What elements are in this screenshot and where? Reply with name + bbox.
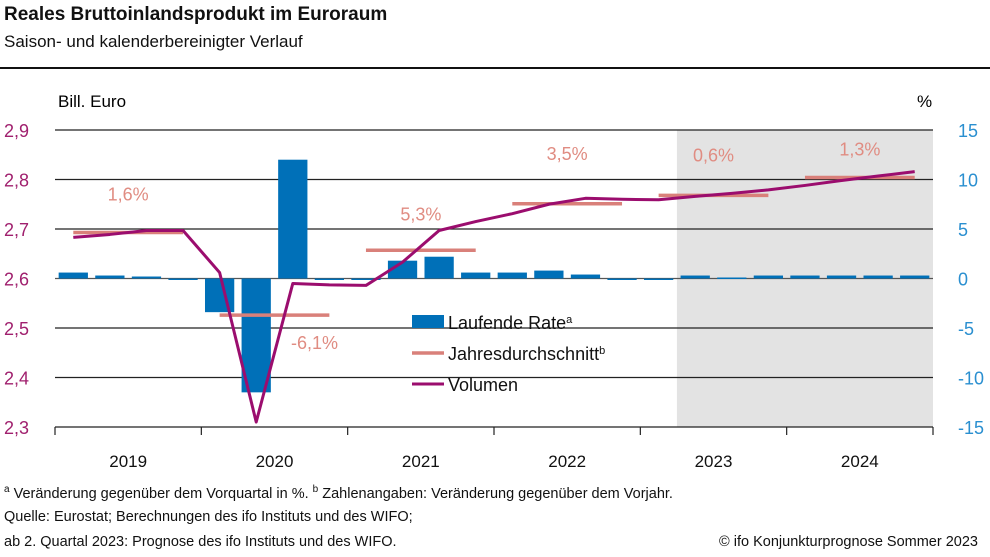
right-axis-tick-label: -15 [958, 418, 984, 438]
left-axis-tick-label: 2,7 [4, 220, 29, 240]
chart-subtitle: Saison- und kalenderbereinigter Verlauf [4, 32, 303, 51]
bar-laufende-rate [753, 275, 784, 279]
bar-laufende-rate [131, 276, 162, 279]
bar-laufende-rate [278, 159, 308, 279]
x-axis-year-label: 2024 [841, 452, 879, 471]
right-axis-tick-label: -5 [958, 319, 974, 339]
x-axis-year-label: 2022 [548, 452, 586, 471]
chart-title: Reales Bruttoinlandsprodukt im Euroraum [4, 4, 388, 25]
right-axis-tick-label: 10 [958, 171, 978, 191]
x-axis-year-label: 2019 [109, 452, 147, 471]
bar-laufende-rate [643, 278, 674, 280]
x-axis-year-label: 2020 [256, 452, 294, 471]
header-divider [0, 67, 990, 69]
legend-footnote-marker: b [599, 345, 605, 357]
right-axis-tick-label: 15 [958, 121, 978, 141]
legend-label-annual: Jahresdurchschnittb [448, 344, 605, 364]
right-axis-tick-label: 5 [958, 220, 968, 240]
x-axis-year-label: 2023 [695, 452, 733, 471]
bar-laufende-rate [497, 272, 527, 279]
footnote-b-text: Zahlenangaben: Veränderung gegenüber dem… [318, 485, 673, 502]
footnote-source: Quelle: Eurostat; Berechnungen des ifo I… [4, 509, 413, 525]
annual-growth-label: -6,1% [291, 333, 338, 353]
bar-laufende-rate [717, 277, 747, 280]
x-axis-year-label: 2021 [402, 452, 440, 471]
right-axis-tick-label: -10 [958, 369, 984, 389]
legend-footnote-marker: a [566, 314, 573, 326]
left-axis-tick-label: 2,9 [4, 121, 29, 141]
right-axis-unit-label: % [917, 92, 933, 111]
footnote-a-marker: a [4, 484, 10, 495]
bar-laufende-rate [424, 256, 454, 279]
copyright-note: © ifo Konjunkturprognose Sommer 2023 [719, 534, 978, 550]
bar-laufende-rate [570, 274, 601, 279]
bar-laufende-rate [900, 275, 930, 279]
left-axis-tick-label: 2,8 [4, 171, 29, 191]
legend-label-volume: Volumen [448, 375, 518, 395]
left-axis-tick-label: 2,6 [4, 270, 29, 290]
left-axis-tick-label: 2,3 [4, 418, 29, 438]
annual-growth-label: 3,5% [547, 144, 588, 164]
bar-laufende-rate [241, 278, 271, 393]
bar-laufende-rate [790, 275, 820, 279]
left-axis-unit-label: Bill. Euro [58, 92, 127, 111]
left-axis-tick-label: 2,4 [4, 369, 29, 389]
legend-swatch-bars [412, 315, 444, 328]
bar-laufende-rate [826, 275, 857, 279]
footnote-line-1: a Veränderung gegenüber dem Vorquartal i… [4, 484, 673, 502]
bar-laufende-rate [351, 278, 381, 280]
footnote-b-marker: b [312, 484, 319, 495]
bar-laufende-rate [204, 278, 235, 313]
bar-laufende-rate [680, 275, 710, 279]
annual-growth-label: 1,6% [108, 184, 149, 204]
right-axis-tick-label: 0 [958, 270, 968, 290]
bar-laufende-rate [607, 278, 637, 280]
bar-laufende-rate [314, 278, 345, 280]
bar-laufende-rate [95, 275, 125, 279]
bar-laufende-rate [863, 275, 893, 279]
bar-laufende-rate [461, 272, 491, 279]
legend-label-bars: Laufende Ratea [448, 313, 573, 333]
annual-growth-label: 0,6% [693, 145, 734, 165]
bar-laufende-rate [534, 270, 564, 279]
left-axis-tick-label: 2,5 [4, 319, 29, 339]
footnote-a-text: Veränderung gegenüber dem Vorquartal in … [9, 485, 313, 502]
bar-laufende-rate [168, 278, 198, 280]
bar-laufende-rate [58, 272, 88, 279]
volume-line [73, 170, 915, 424]
footnote-forecast: ab 2. Quartal 2023: Prognose des ifo Ins… [4, 534, 397, 550]
annual-growth-label: 1,3% [839, 140, 880, 160]
annual-growth-label: 5,3% [400, 204, 441, 224]
